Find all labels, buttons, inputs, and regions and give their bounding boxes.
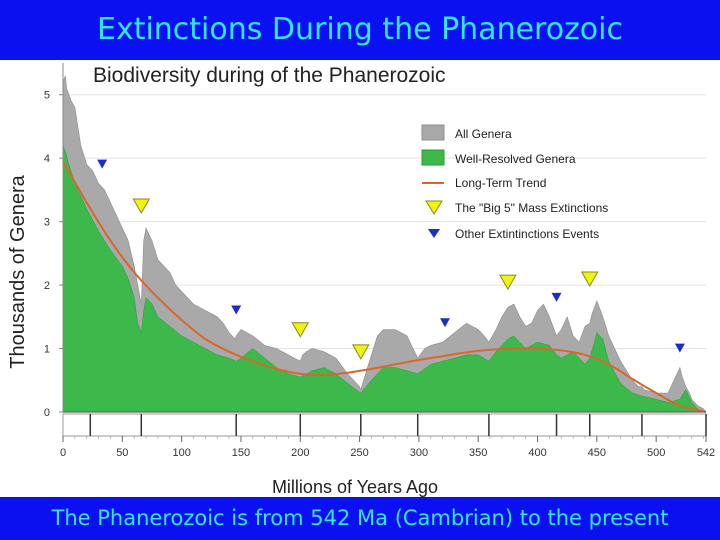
legend-label-well-resolved: Well-Resolved Genera	[455, 152, 576, 166]
big5-extinction-marker-1	[132, 198, 151, 214]
x-tick-label-100: 100	[172, 447, 190, 459]
big5-extinction-marker-3	[351, 344, 370, 360]
legend-swatch-big5	[425, 200, 443, 215]
other-extinction-marker-4	[551, 292, 562, 302]
x-tick-label-450: 450	[588, 447, 606, 459]
x-tick-label-50: 50	[116, 447, 128, 459]
legend: All Genera Well-Resolved Genera Long-Ter…	[421, 124, 608, 241]
y-axis-label: Thousands of Genera	[7, 174, 29, 368]
x-tick-label-150: 150	[232, 447, 250, 459]
x-tick-label-0: 0	[60, 447, 66, 459]
legend-label-trend: Long-Term Trend	[455, 176, 546, 190]
all-genera-area	[62, 75, 707, 413]
other-extinction-marker-2	[231, 305, 242, 315]
legend-swatch-well-resolved	[421, 149, 445, 166]
legend-swatch-all-genera	[421, 124, 445, 141]
other-extinction-marker-5	[674, 343, 685, 353]
x-axis-label: Millions of Years Ago	[272, 477, 438, 497]
x-tick-label-350: 350	[469, 447, 487, 459]
legend-label-all-genera: All Genera	[455, 127, 512, 141]
period-strip	[62, 413, 707, 437]
x-tick-label-300: 300	[410, 447, 428, 459]
big5-extinction-marker-2	[291, 322, 310, 338]
area-layer	[62, 75, 707, 413]
other-extinction-marker-1	[97, 159, 108, 169]
x-tick-label-200: 200	[291, 447, 309, 459]
y-tick-label-1: 1	[44, 344, 50, 356]
well-resolved-area	[62, 145, 706, 413]
other-extinction-marker-3	[440, 318, 451, 328]
y-tick-label-2: 2	[44, 280, 50, 292]
legend-label-other: Other Extintinctions Events	[455, 227, 599, 241]
legend-swatch-other	[428, 229, 440, 238]
y-tick-label-5: 5	[44, 90, 50, 102]
long-term-trend-line	[62, 160, 707, 413]
chart-title: Biodiversity during of the Phanerozoic	[93, 64, 446, 87]
page-footer: The Phanerozoic is from 542 Ma (Cambrian…	[0, 497, 720, 540]
x-tick-label-250: 250	[350, 447, 368, 459]
y-tick-label-0: 0	[44, 407, 50, 419]
legend-label-big5: The "Big 5" Mass Extinctions	[455, 201, 608, 215]
extinction-marker-layer	[97, 159, 685, 360]
y-tick-label-4: 4	[44, 153, 50, 165]
big5-extinction-marker-4	[499, 274, 517, 291]
page-title: Extinctions During the Phanerozoic	[0, 0, 720, 60]
big5-extinction-marker-5	[580, 271, 599, 287]
x-tick-label-542: 542	[697, 447, 715, 459]
x-tick-label-400: 400	[528, 447, 546, 459]
x-tick-label-500: 500	[647, 447, 665, 459]
y-tick-label-3: 3	[44, 217, 50, 229]
